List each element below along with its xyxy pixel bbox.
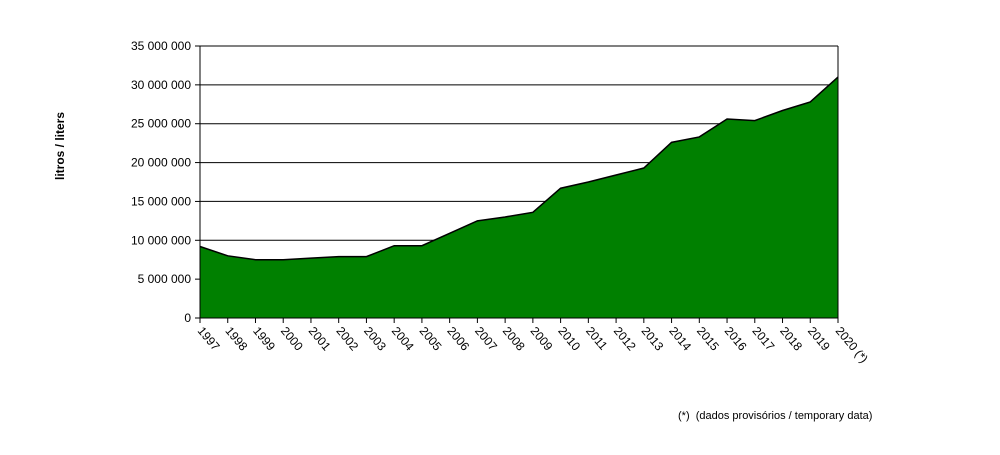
- x-tick-label: 2015: [694, 324, 722, 354]
- x-tick-label: 2010: [555, 324, 583, 354]
- x-tick-label: 2012: [611, 324, 639, 354]
- y-tick-label: 5 000 000: [138, 272, 192, 286]
- x-tick-label: 2001: [306, 324, 334, 354]
- x-tick-label: 1998: [222, 324, 250, 354]
- footnote: (*) (dados provisórios / temporary data): [678, 410, 873, 422]
- x-tick-label: 2005: [417, 324, 445, 354]
- y-tick-label: 20 000 000: [131, 156, 191, 170]
- y-tick-label: 10 000 000: [131, 233, 191, 247]
- y-tick-label: 15 000 000: [131, 194, 191, 208]
- y-axis-label: litros / liters: [53, 112, 67, 180]
- x-tick-label: 2000: [278, 324, 306, 354]
- x-tick-label: 2013: [639, 324, 667, 354]
- x-tick-label: 2006: [444, 324, 472, 354]
- area-series: [200, 77, 838, 318]
- x-tick-label: 1997: [195, 324, 223, 354]
- x-tick-label: 2019: [805, 324, 833, 354]
- series-line: [199, 76, 839, 261]
- y-tick-labels: 0 5 000 000 10 000 000 15 000 000 20 000 000…: [131, 39, 191, 325]
- gridlines: [200, 45, 838, 280]
- x-tick-label: 2016: [722, 324, 750, 354]
- x-tick-label: 2002: [333, 324, 361, 354]
- x-tick-label: 2004: [389, 324, 417, 354]
- x-tick-label: 2009: [528, 324, 556, 354]
- x-tick-label: 2003: [361, 324, 389, 354]
- x-tick-label: 1999: [250, 324, 278, 354]
- x-tick-label: 2008: [500, 324, 528, 354]
- y-tick-label: 25 000 000: [131, 117, 191, 131]
- x-tick-label: 2011: [583, 324, 611, 353]
- axes: [195, 45, 839, 323]
- x-tick-label: 2020 (*): [833, 324, 871, 366]
- x-tick-label: 2014: [666, 324, 694, 354]
- y-tick-label: 35 000 000: [131, 39, 191, 53]
- y-tick-label: 0: [184, 311, 191, 325]
- x-tick-label: 2018: [777, 324, 805, 354]
- y-tick-label: 30 000 000: [131, 78, 191, 92]
- x-tick-labels: 1997 1998 1999 2000 2001 2002 2003 2004 2005 2006…: [195, 324, 871, 366]
- x-tick-label: 2007: [472, 324, 500, 354]
- x-tick-label: 2017: [749, 324, 777, 354]
